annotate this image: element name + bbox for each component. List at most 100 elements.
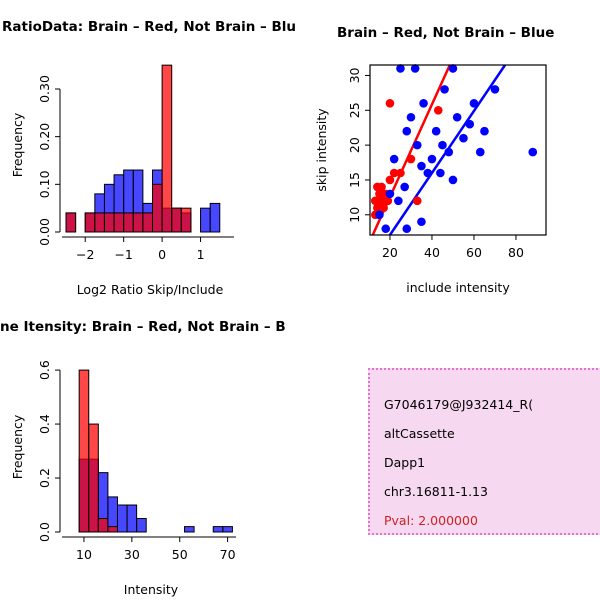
- y-tick-label: 0.10: [37, 170, 52, 198]
- scatter-point-not-brain: [490, 85, 500, 94]
- histogram-bar-brain: [151, 183, 163, 233]
- histogram-bar-brain: [97, 518, 109, 533]
- x-axis-title: Log2 Ratio Skip/Include: [77, 282, 224, 297]
- scatter-point-brain: [389, 168, 399, 178]
- y-tick-label: 20: [347, 137, 362, 153]
- info-line: Pval: 2.000000: [384, 513, 478, 528]
- histogram-bar-brain: [132, 212, 144, 233]
- scatter-point-not-brain: [417, 161, 426, 171]
- intensity-scatter-chart: Brain – Red, Not Brain – Blue 20 40 60 80 inc…: [314, 25, 554, 295]
- x-tick-label: 20: [382, 245, 398, 260]
- scatter-point-not-brain: [423, 168, 433, 178]
- scatter-point-not-brain: [444, 147, 454, 157]
- histogram-bar-not-brain: [222, 526, 233, 533]
- x-tick-label: 40: [424, 245, 440, 260]
- scatter-point-brain: [406, 154, 416, 164]
- x-tick-label: −2: [76, 247, 94, 262]
- scatter-point-brain: [396, 168, 405, 178]
- scatter-point-brain: [377, 182, 386, 192]
- scatter-point-not-brain: [427, 154, 437, 164]
- scatter-point-not-brain: [412, 140, 422, 150]
- scatter-point-not-brain: [438, 140, 447, 150]
- x-tick-label: 80: [508, 245, 524, 260]
- scatter-point-not-brain: [381, 224, 391, 234]
- info-line: G7046179@J932414_R(: [384, 397, 534, 412]
- scatter-point-not-brain: [465, 119, 475, 129]
- gene-info-box: G7046179@J932414_R( altCassette Dapp1 chr3.…: [368, 368, 600, 535]
- scatter-point-not-brain: [385, 189, 395, 199]
- x-tick-label: −1: [114, 247, 132, 262]
- info-line: altCassette: [384, 426, 455, 441]
- histogram-bar-not-brain: [184, 526, 195, 533]
- x-axis-title: Intensity: [124, 582, 179, 597]
- scatter-point-not-brain: [400, 182, 409, 192]
- scatter-point-not-brain: [402, 224, 412, 234]
- scatter-point-brain: [433, 105, 443, 115]
- scatter-point-not-brain: [475, 147, 485, 157]
- scatter-point-brain: [377, 196, 386, 206]
- y-tick-label: 25: [347, 102, 362, 118]
- x-axis-title: include intensity: [406, 280, 510, 295]
- scatter-point-not-brain: [469, 99, 479, 108]
- histogram-bar-brain: [142, 212, 153, 233]
- histogram-bar-brain: [88, 423, 99, 533]
- histogram-bar-brain: [103, 212, 115, 233]
- y-tick-label: 0.30: [37, 75, 52, 103]
- scatter-point-not-brain: [452, 112, 462, 122]
- x-tick-label: 60: [466, 245, 482, 260]
- y-tick-label: 30: [347, 67, 362, 83]
- scatter-point-brain: [385, 99, 395, 108]
- scatter-point-brain: [375, 189, 384, 199]
- scatter-point-not-brain: [396, 64, 405, 73]
- scatter-point-not-brain: [406, 112, 416, 122]
- scatter-point-brain: [373, 203, 382, 213]
- x-tick-label: 0: [158, 247, 166, 262]
- y-axis-title: skip intensity: [314, 108, 329, 192]
- scatter-point-not-brain: [459, 133, 468, 143]
- plot-box: [369, 64, 547, 236]
- scatter-point-not-brain: [448, 64, 458, 73]
- scatter-point-not-brain: [431, 126, 441, 136]
- scatter-point-not-brain: [440, 85, 449, 94]
- y-tick-label: 10: [347, 207, 362, 223]
- info-line: chr3.16811-1.13: [384, 484, 488, 499]
- x-tick-label: 1: [197, 247, 205, 262]
- gene-intensity-histogram-chart: ne Itensity: Brain – Red, Not Brain – B 1…: [0, 319, 286, 597]
- y-tick-label: 15: [347, 172, 362, 188]
- scatter-point-brain: [383, 196, 393, 206]
- info-line: Dapp1: [384, 455, 426, 470]
- scatter-point-not-brain: [410, 64, 420, 73]
- y-tick-label: 0.00: [37, 218, 52, 246]
- scatter-point-not-brain: [417, 217, 426, 227]
- x-tick-label: 50: [172, 547, 188, 562]
- scatter-point-not-brain: [375, 210, 384, 220]
- histogram-bar-brain: [84, 212, 96, 233]
- y-tick-label: 0.2: [37, 468, 52, 488]
- y-axis-title: Frequency: [10, 414, 25, 479]
- scatter-point-not-brain: [448, 175, 458, 185]
- histogram-bar-brain: [107, 526, 118, 533]
- scatter-point-brain: [379, 203, 388, 213]
- y-tick-label: 0.20: [37, 123, 52, 151]
- y-tick-label: 0.0: [37, 522, 52, 542]
- y-axis-title: Frequency: [10, 112, 25, 177]
- y-tick-label: 0.6: [37, 360, 52, 380]
- histogram-bar-brain: [78, 369, 90, 533]
- x-tick-label: 30: [124, 547, 140, 562]
- scatter-point-brain: [412, 196, 422, 206]
- scatter-point-not-brain: [402, 126, 412, 136]
- histogram-bar-not-brain: [209, 202, 221, 233]
- histogram-bar-not-brain: [136, 518, 147, 533]
- chart-title: RatioData: Brain – Red, Not Brain – Blu: [2, 19, 296, 35]
- histogram-bar-not-brain: [116, 504, 128, 533]
- x-tick-label: 70: [220, 547, 236, 562]
- histogram-bar-brain: [65, 212, 77, 233]
- scatter-point-not-brain: [528, 147, 538, 157]
- histogram-bar-not-brain: [200, 207, 211, 233]
- histogram-bar-brain: [161, 64, 173, 233]
- histogram-bar-brain: [94, 212, 105, 233]
- scatter-point-not-brain: [436, 168, 445, 178]
- chart-title: ne Itensity: Brain – Red, Not Brain – B: [0, 319, 286, 335]
- x-tick-label: 10: [76, 547, 92, 562]
